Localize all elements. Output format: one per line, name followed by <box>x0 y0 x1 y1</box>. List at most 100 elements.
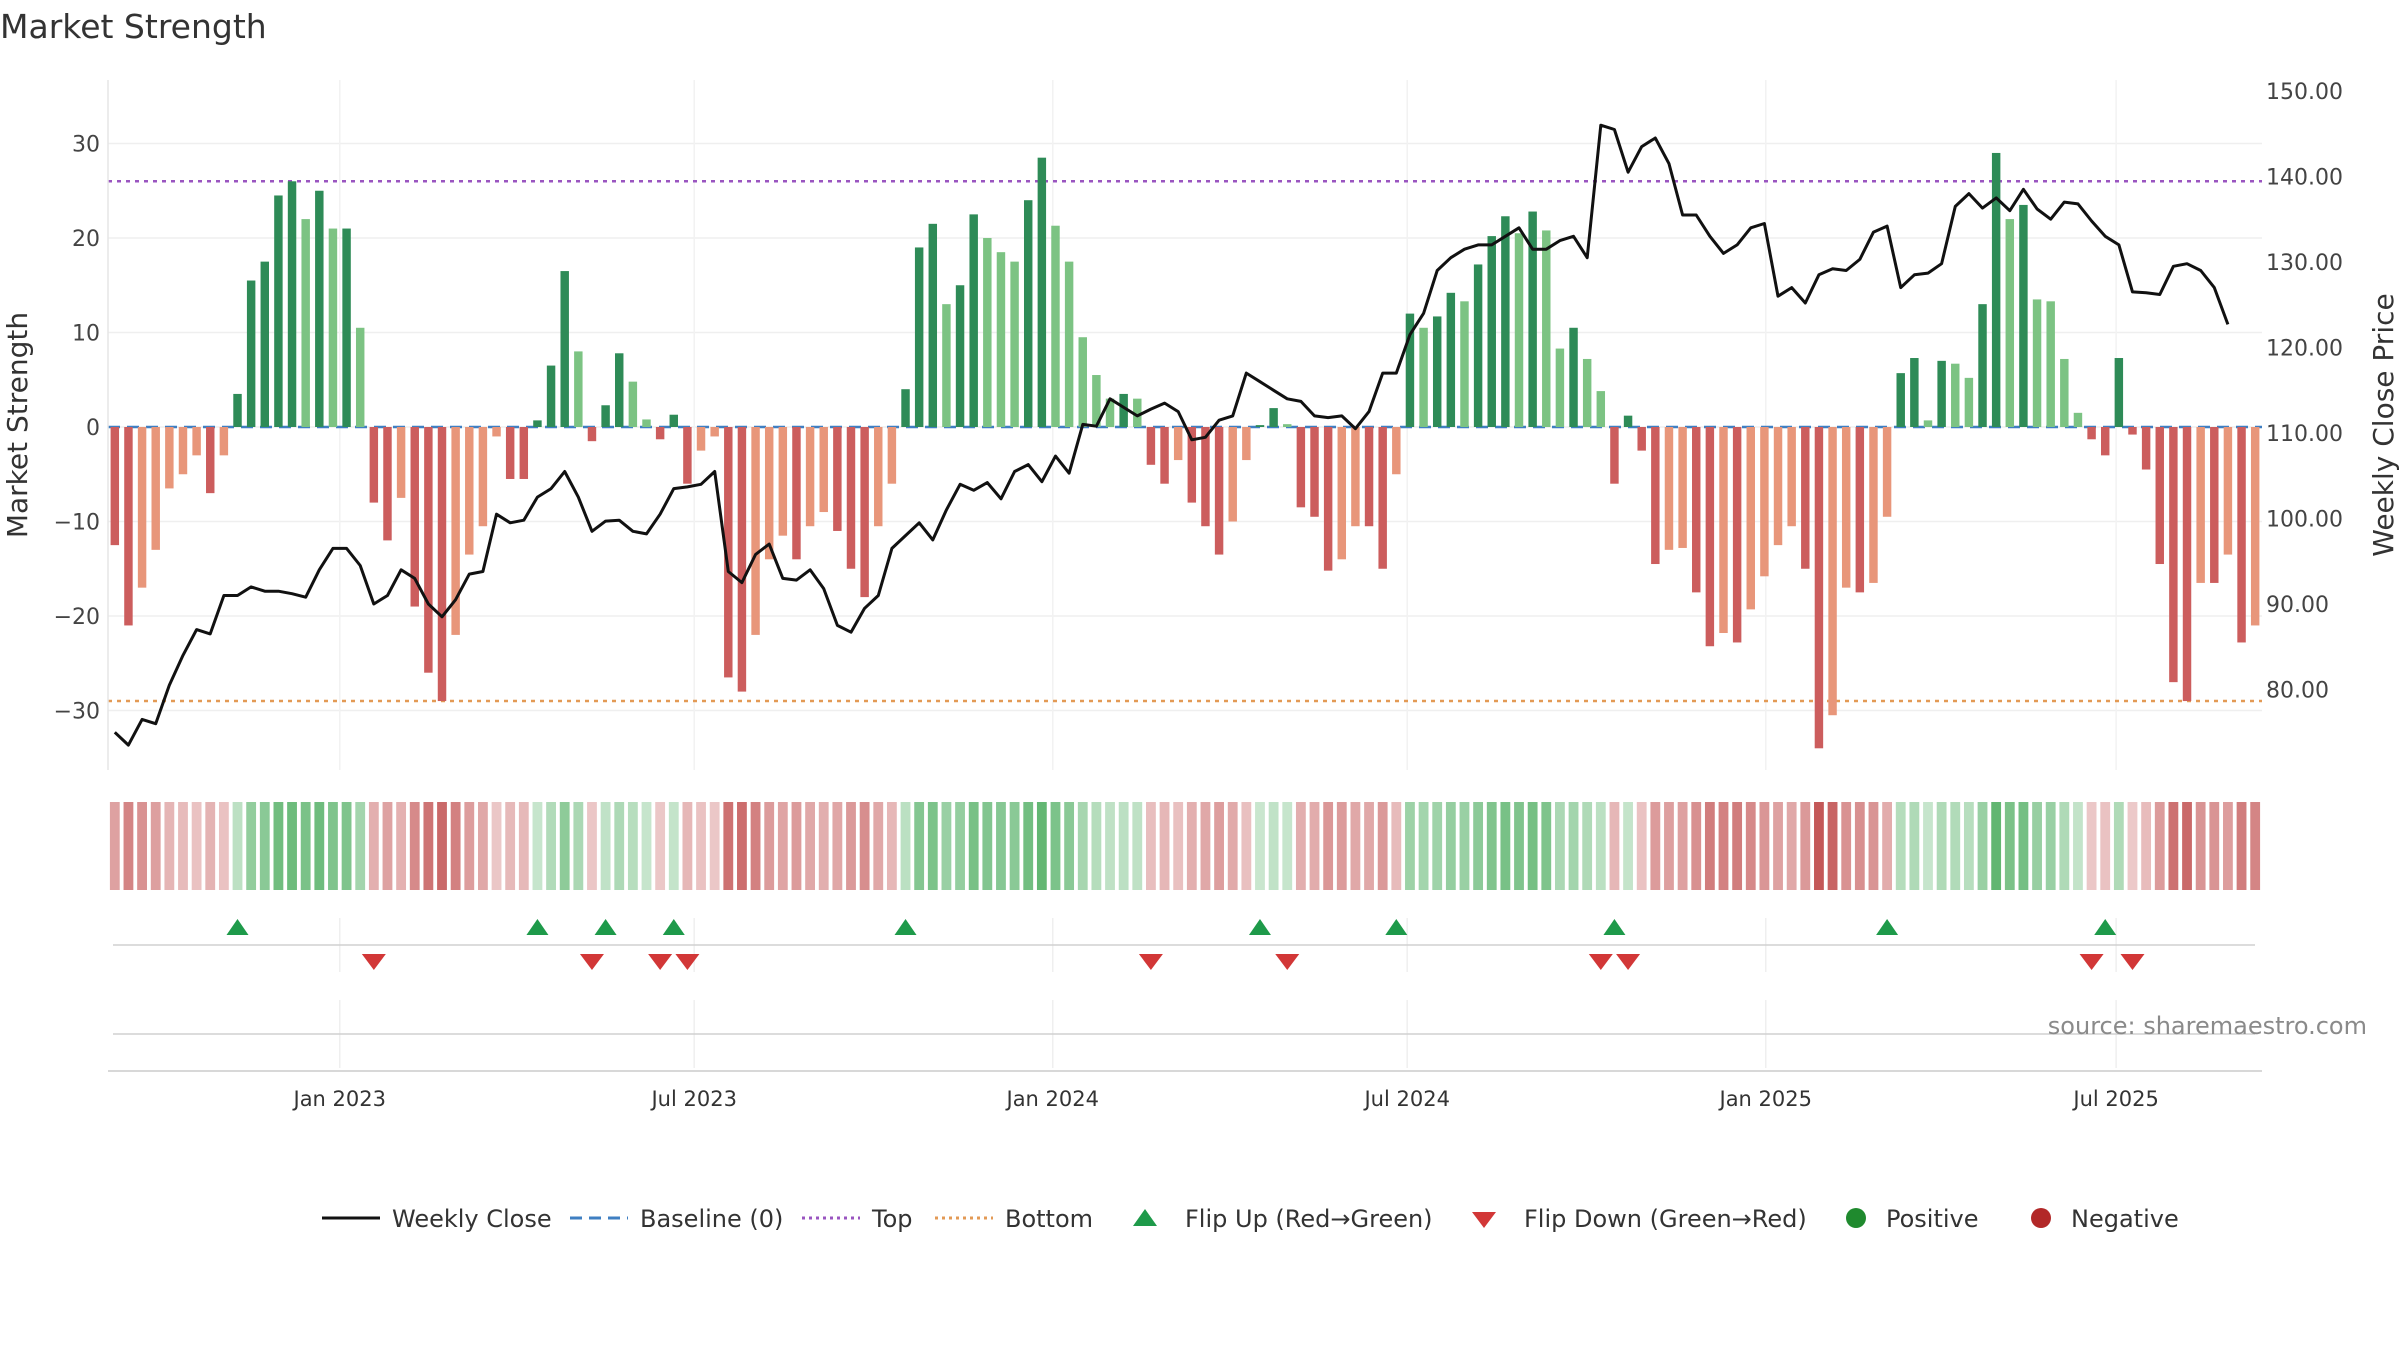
strength-bar <box>1283 424 1292 427</box>
y-tick-label: 0 <box>86 416 100 441</box>
strength-bar <box>1623 415 1633 427</box>
flip-down-marker <box>1616 954 1641 970</box>
strength-bar <box>2060 358 2069 427</box>
strength-bar <box>2210 427 2219 583</box>
strength-cell <box>232 802 243 890</box>
legend-triangle-down-icon <box>1472 1212 1496 1228</box>
strength-bar <box>1023 200 1033 427</box>
legend-item: Top <box>802 1205 913 1233</box>
strength-bar <box>1828 427 1837 716</box>
strength-cell <box>1377 802 1388 890</box>
strength-bar <box>751 427 760 635</box>
strength-cell <box>996 802 1006 890</box>
strength-cell <box>1309 802 1320 890</box>
y-tick-label: −10 <box>54 511 100 536</box>
strength-cell <box>927 802 938 890</box>
strength-cell <box>137 802 147 890</box>
flip-down-marker <box>1588 954 1613 970</box>
strength-cell <box>2100 802 2111 890</box>
strength-cell <box>1146 802 1156 890</box>
strength-bar <box>246 280 256 427</box>
strength-bar <box>724 427 733 678</box>
strength-cell <box>2004 802 2015 890</box>
strength-bar <box>1432 316 1442 427</box>
strength-bar <box>519 427 529 479</box>
strength-bar <box>2046 301 2055 427</box>
strength-bar <box>1364 427 1374 527</box>
strength-bar <box>1542 230 1551 427</box>
strength-bar <box>860 427 869 598</box>
strength-bar <box>819 427 828 513</box>
strength-cell <box>1732 802 1743 890</box>
y2-tick-label: 80.00 <box>2266 679 2329 704</box>
y2-tick-label: 100.00 <box>2266 508 2343 533</box>
strength-bar <box>1882 427 1892 517</box>
strength-cell <box>737 802 747 890</box>
strength-cell <box>655 802 666 890</box>
flip-down-marker <box>361 954 386 970</box>
strength-cell <box>791 802 802 890</box>
strength-cell <box>328 802 338 890</box>
strength-cell <box>1200 802 1211 890</box>
strength-cell <box>341 802 352 890</box>
strength-bar <box>1242 427 1251 461</box>
strength-cell <box>873 802 884 890</box>
strength-cell <box>1323 802 1334 890</box>
legend-item: Baseline (0) <box>570 1205 783 1233</box>
strength-bar <box>683 427 692 484</box>
strength-bar <box>1964 377 1974 427</box>
strength-cell <box>668 802 679 890</box>
strength-cell <box>123 802 134 890</box>
strength-bar <box>1514 233 1524 427</box>
strength-cell <box>1950 802 1961 890</box>
strength-cell <box>2223 802 2233 890</box>
legend-item: Flip Down (Green→Red) <box>1472 1205 1807 1233</box>
strength-bar <box>492 427 501 437</box>
strength-bar <box>1732 427 1742 643</box>
strength-bar <box>424 427 433 673</box>
strength-cell <box>955 802 965 890</box>
strength-cell <box>246 802 257 890</box>
strength-cell <box>600 802 611 890</box>
strength-cell <box>1009 802 1020 890</box>
flip-up-marker <box>1876 919 1899 935</box>
strength-cell <box>1541 802 1552 890</box>
strength-cell <box>2086 802 2097 890</box>
strength-cell <box>273 802 284 890</box>
strength-cell <box>1159 802 1170 890</box>
strength-cell <box>1923 802 1933 890</box>
strength-bar <box>451 427 460 635</box>
strength-bar <box>1337 427 1347 560</box>
strength-cell <box>1473 802 1484 890</box>
strength-cell <box>2154 802 2165 890</box>
strength-bar <box>219 427 229 456</box>
y2-axis-label: Weekly Close Price <box>2367 293 2400 556</box>
strength-cell <box>968 802 979 890</box>
source-credit: source: sharemaestro.com <box>2048 1012 2367 1040</box>
strength-bar <box>478 427 488 527</box>
strength-cell <box>1609 802 1620 890</box>
strength-cell <box>1514 802 1524 890</box>
strength-cell <box>1841 802 1852 890</box>
strength-cell <box>191 802 202 890</box>
strength-cell <box>450 802 461 890</box>
strength-bar <box>1923 420 1933 427</box>
strength-bar <box>1092 375 1101 427</box>
y-axis-label: Market Strength <box>1 312 34 538</box>
strength-bar <box>887 427 897 484</box>
strength-bar <box>1201 427 1210 527</box>
strength-cell <box>1105 802 1115 890</box>
strength-bar <box>2250 427 2260 626</box>
strength-bar <box>110 427 120 546</box>
strength-bar <box>342 228 351 427</box>
strength-bar <box>315 190 324 427</box>
strength-bar <box>996 252 1006 427</box>
strength-bar <box>615 353 624 427</box>
strength-cell <box>818 802 829 890</box>
strength-cell <box>1459 802 1470 890</box>
strength-bar <box>1487 236 1496 427</box>
legend-label: Flip Down (Green→Red) <box>1524 1205 1807 1233</box>
strength-bar <box>655 427 665 440</box>
strength-bar <box>1951 363 1960 427</box>
strength-bar <box>792 427 801 560</box>
